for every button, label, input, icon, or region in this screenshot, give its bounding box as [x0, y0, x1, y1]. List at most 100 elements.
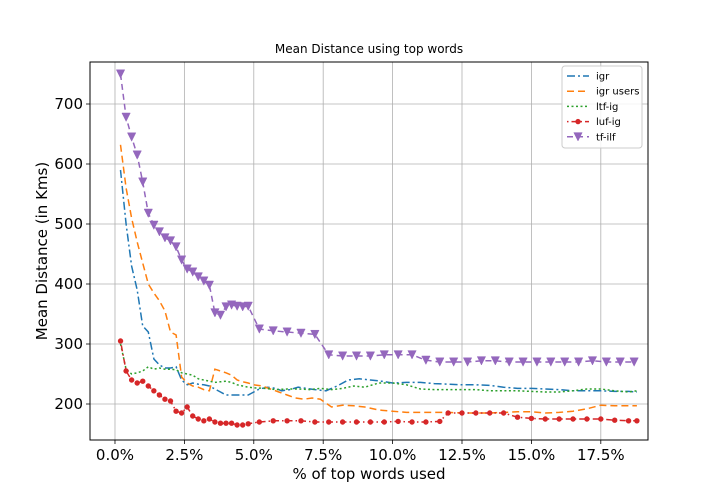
data-point-luf-ig	[217, 420, 224, 426]
legend-label-igr: igr	[596, 72, 610, 83]
data-point-tf-ilf	[143, 208, 153, 218]
data-point-luf-ig	[395, 418, 401, 425]
y-tick-label: 500	[54, 215, 83, 233]
legend-box	[561, 65, 643, 149]
x-tick-label: 5.0%	[235, 446, 273, 464]
data-point-tf-ilf	[518, 357, 528, 367]
x-tick-label: 17.5%	[577, 446, 625, 464]
data-point-luf-ig	[223, 420, 229, 426]
data-point-tf-ilf	[204, 280, 214, 290]
x-tick-label: 2.5%	[165, 446, 203, 464]
data-point-tf-ilf	[177, 255, 187, 265]
data-point-luf-ig	[445, 410, 451, 416]
data-point-luf-ig	[167, 398, 174, 404]
data-point-tf-ilf	[324, 350, 334, 360]
x-tick-label: 12.5%	[438, 446, 486, 464]
plot-series	[115, 69, 640, 428]
data-point-luf-ig	[256, 419, 263, 425]
data-point-luf-ig	[195, 416, 201, 422]
data-point-tf-ilf	[435, 357, 445, 367]
legend: igr igr users ltf-ig luf-ig tf-ilf	[561, 65, 643, 149]
data-point-tf-ilf	[601, 357, 611, 367]
data-point-tf-ilf	[504, 357, 514, 367]
data-point-luf-ig	[598, 416, 604, 422]
data-point-luf-ig	[134, 380, 140, 386]
data-point-tf-ilf	[573, 357, 584, 367]
series-line-ltf-ig	[119, 343, 638, 393]
series-igr-users	[119, 144, 637, 414]
data-point-luf-ig	[634, 418, 640, 424]
data-point-luf-ig	[326, 419, 332, 425]
data-point-tf-ilf	[282, 327, 292, 337]
series-tf-ilf	[115, 69, 639, 367]
data-point-tf-ilf	[127, 132, 137, 142]
data-point-tf-ilf	[121, 112, 131, 122]
data-point-tf-ilf	[407, 350, 417, 360]
data-point-tf-ilf	[310, 329, 320, 340]
data-point-tf-ilf	[115, 69, 126, 79]
data-point-luf-ig	[117, 338, 124, 344]
data-point-luf-ig	[459, 410, 465, 416]
data-point-luf-ig	[162, 396, 168, 402]
series-ltf-ig	[119, 343, 638, 393]
data-point-luf-ig	[611, 417, 618, 423]
data-point-luf-ig	[500, 410, 507, 416]
data-point-tf-ilf	[188, 267, 198, 277]
data-point-tf-ilf	[254, 324, 264, 334]
data-point-luf-ig	[151, 388, 157, 394]
data-point-tf-ilf	[379, 350, 389, 360]
data-point-luf-ig	[423, 419, 429, 425]
legend-label-ltf-ig: ltf-ig	[596, 102, 618, 113]
y-tick-label: 200	[54, 395, 83, 413]
data-point-luf-ig	[625, 418, 632, 424]
data-point-tf-ilf	[490, 356, 500, 366]
data-point-tf-ilf	[449, 357, 459, 367]
data-point-tf-ilf	[365, 351, 375, 361]
data-point-tf-ilf	[476, 356, 487, 366]
data-point-luf-ig	[298, 418, 304, 424]
data-point-luf-ig	[128, 377, 135, 383]
data-point-tf-ilf	[462, 357, 473, 367]
data-point-tf-ilf	[149, 220, 159, 230]
data-point-luf-ig	[184, 404, 190, 410]
data-point-luf-ig	[528, 415, 535, 422]
x-tick-label: 15.0%	[508, 446, 556, 464]
data-point-luf-ig	[556, 416, 562, 422]
data-point-luf-ig	[367, 419, 374, 425]
data-point-luf-ig	[145, 383, 151, 389]
data-point-luf-ig	[570, 416, 576, 422]
data-point-luf-ig	[245, 421, 251, 427]
x-tick-label: 0.0%	[96, 446, 134, 464]
data-point-luf-ig	[173, 408, 179, 414]
x-tick-label: 7.5%	[304, 446, 342, 464]
data-point-luf-ig	[140, 378, 146, 384]
data-point-tf-ilf	[338, 351, 348, 361]
data-point-tf-ilf	[154, 227, 165, 237]
legend-label-tf-ilf: tf-ilf	[596, 132, 616, 143]
series-luf-ig	[117, 338, 640, 428]
data-point-luf-ig	[178, 410, 185, 416]
data-point-tf-ilf	[532, 357, 542, 367]
plot-frame	[89, 61, 649, 441]
legend-label-luf-ig: luf-ig	[596, 117, 621, 128]
y-tick-label: 600	[54, 155, 83, 173]
x-tick-label: 10.0%	[369, 446, 417, 464]
legend-label-igr-users: igr users	[596, 87, 639, 98]
data-point-tf-ilf	[587, 356, 598, 366]
data-point-luf-ig	[353, 419, 360, 425]
y-axis-label: Mean Distance (in Kms)	[33, 162, 51, 340]
y-tick-label: 700	[54, 95, 83, 113]
data-point-tf-ilf	[560, 357, 570, 367]
data-point-luf-ig	[473, 410, 479, 416]
data-point-luf-ig	[234, 422, 240, 428]
data-point-luf-ig	[239, 422, 246, 428]
data-point-luf-ig	[212, 419, 218, 425]
data-point-luf-ig	[312, 419, 318, 425]
data-point-tf-ilf	[238, 302, 248, 312]
data-point-tf-ilf	[165, 236, 176, 246]
data-point-luf-ig	[542, 416, 548, 422]
data-point-luf-ig	[514, 414, 521, 420]
data-point-tf-ilf	[215, 310, 226, 320]
data-point-luf-ig	[123, 368, 129, 374]
